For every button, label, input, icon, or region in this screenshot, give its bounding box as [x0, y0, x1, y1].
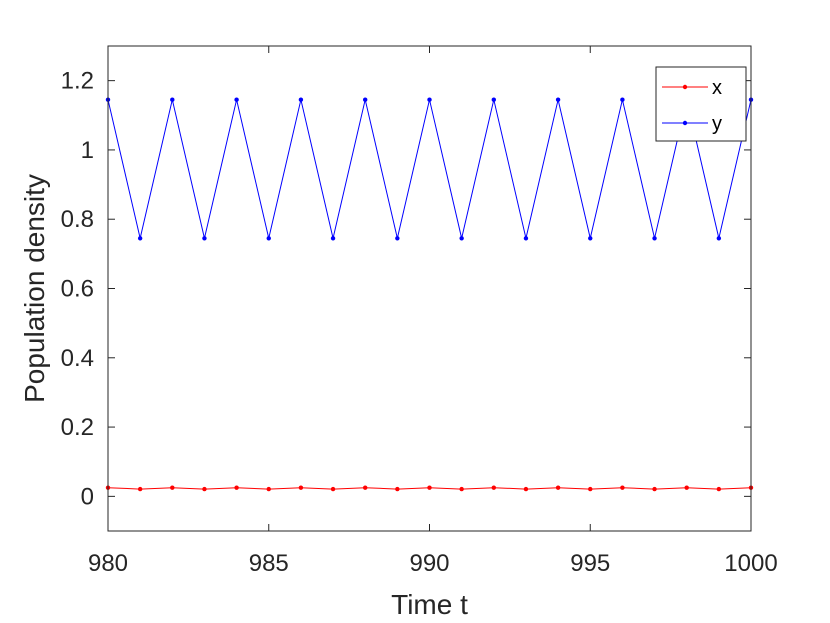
y-tick-label: 1: [81, 137, 94, 164]
data-point-y: [298, 97, 304, 102]
data-point-y: [427, 97, 432, 102]
data-point-x: [684, 485, 689, 490]
plot-area: [108, 46, 751, 531]
x-tick-label: 980: [88, 550, 128, 577]
x-tick-label: 1000: [724, 550, 777, 577]
y-axis-title: Population density: [19, 174, 50, 403]
legend-label-y: y: [712, 113, 722, 135]
data-point-y: [137, 236, 143, 241]
data-point-x: [555, 485, 561, 490]
data-point-y: [588, 236, 593, 241]
y-tick-label: 0.4: [61, 345, 94, 372]
data-point-x: [330, 486, 336, 492]
y-tick-label: 0.2: [61, 414, 94, 441]
data-point-y: [330, 236, 336, 241]
y-tick-label: 0.8: [61, 206, 94, 233]
data-point-y: [202, 236, 207, 241]
legend-marker-x: [682, 84, 688, 90]
x-tick-label: 995: [570, 550, 610, 577]
x-tick-label: 985: [249, 550, 289, 577]
data-point-y: [555, 97, 561, 102]
data-point-x: [266, 486, 271, 492]
data-point-y: [523, 236, 529, 241]
data-point-y: [395, 236, 400, 241]
data-point-x: [427, 485, 432, 490]
ticks-layer: 980 985 990 995 1000 0 0.2 0.4 0.6 0.8 1 1.2: [61, 46, 778, 577]
legend-label-x: x: [712, 77, 722, 99]
data-point-x: [395, 486, 400, 492]
data-point-x: [620, 485, 625, 490]
legend-marker-y: [682, 120, 688, 126]
data-point-x: [170, 485, 175, 490]
legend: x y: [655, 66, 747, 142]
data-point-x: [298, 485, 304, 490]
data-point-x: [234, 485, 239, 490]
data-point-y: [266, 236, 271, 241]
plot-frame: [107, 45, 752, 532]
data-point-y: [491, 97, 496, 102]
data-point-y: [620, 97, 625, 102]
data-point-x: [137, 486, 143, 492]
data-point-y: [234, 97, 239, 102]
data-point-x: [716, 486, 722, 492]
data-point-x: [202, 486, 207, 492]
y-tick-label: 0.6: [61, 276, 94, 303]
data-point-x: [588, 486, 593, 492]
data-point-y: [716, 236, 722, 241]
series-layer: [105, 97, 754, 492]
y-tick-label: 0: [81, 483, 94, 510]
data-point-y: [652, 236, 657, 241]
y-tick-label: 1.2: [61, 68, 94, 95]
data-point-y: [459, 236, 464, 241]
data-point-x: [459, 486, 464, 492]
x-axis-title: Time t: [391, 589, 468, 620]
data-point-x: [363, 485, 368, 490]
x-tick-label: 990: [409, 550, 449, 577]
legend-box: [655, 66, 747, 142]
data-point-x: [491, 485, 496, 490]
data-point-y: [363, 97, 368, 102]
data-point-x: [652, 486, 657, 492]
data-point-y: [170, 97, 175, 102]
data-point-x: [523, 486, 529, 492]
